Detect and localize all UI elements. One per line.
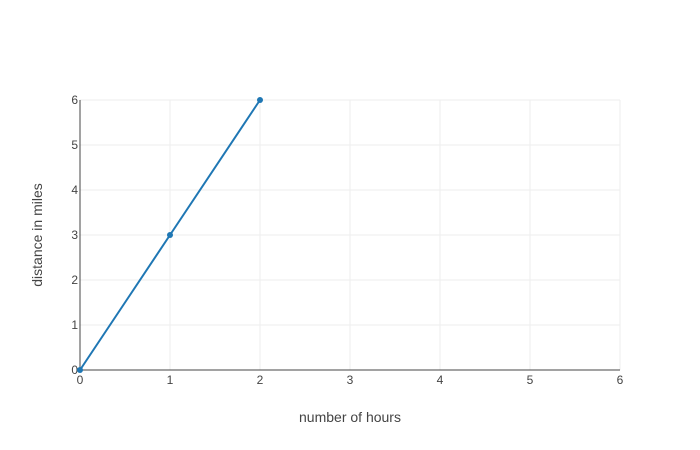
y-tick-label: 6 bbox=[71, 93, 78, 107]
y-tick-label: 2 bbox=[71, 273, 78, 287]
x-tick-label: 6 bbox=[617, 373, 624, 387]
series bbox=[77, 97, 263, 373]
data-point bbox=[77, 367, 83, 373]
y-tick-label: 1 bbox=[71, 318, 78, 332]
x-tick-label: 1 bbox=[167, 373, 174, 387]
data-point bbox=[167, 232, 173, 238]
y-axis-title: distance in miles bbox=[29, 183, 45, 287]
tick-labels: 0 1 2 3 4 5 6 0 1 2 3 4 5 6 bbox=[71, 93, 623, 387]
gridlines bbox=[80, 99, 621, 370]
x-tick-label: 0 bbox=[77, 373, 84, 387]
x-tick-label: 5 bbox=[527, 373, 534, 387]
y-tick-label: 5 bbox=[71, 138, 78, 152]
x-tick-label: 3 bbox=[347, 373, 354, 387]
y-tick-label: 0 bbox=[71, 363, 78, 377]
data-point bbox=[257, 97, 263, 103]
x-axis-title: number of hours bbox=[299, 409, 401, 425]
x-tick-label: 2 bbox=[257, 373, 264, 387]
axes bbox=[79, 100, 620, 371]
y-tick-label: 3 bbox=[71, 228, 78, 242]
y-tick-label: 4 bbox=[71, 183, 78, 197]
x-tick-label: 4 bbox=[437, 373, 444, 387]
